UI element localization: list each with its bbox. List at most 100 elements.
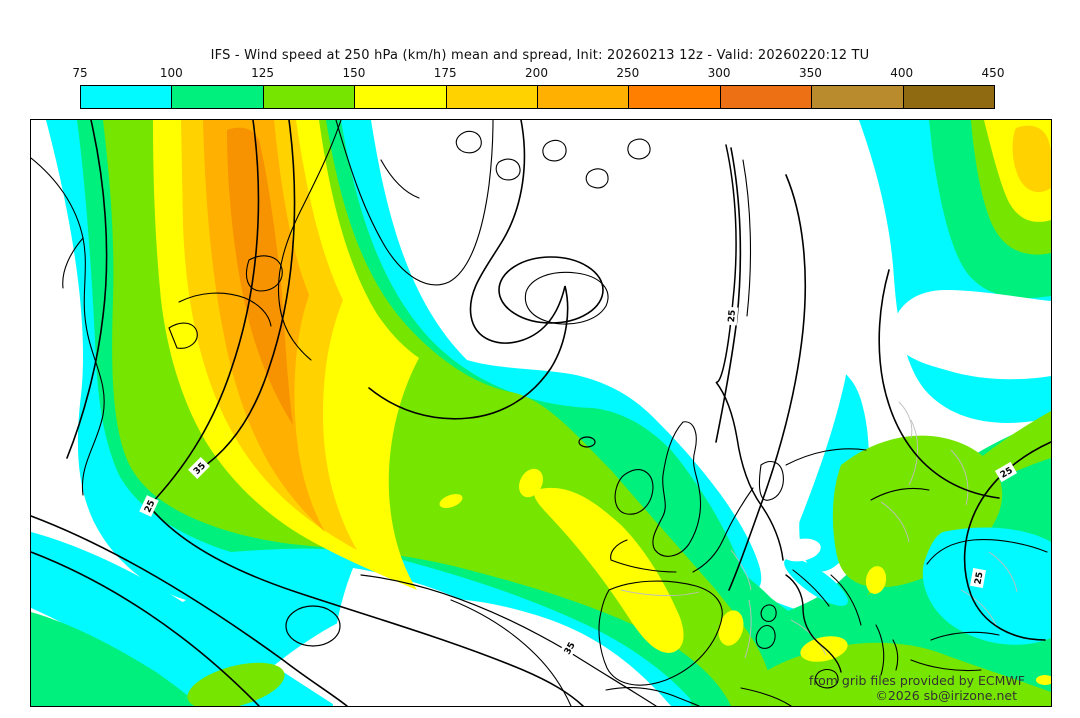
spread-contour	[31, 515, 348, 706]
svg-text:25: 25	[973, 571, 985, 585]
yellow-spot	[439, 494, 463, 508]
colorbar-segment	[903, 86, 995, 108]
region-corner-spring	[31, 612, 199, 706]
colorbar-tick: 350	[798, 66, 822, 80]
region-white-hole	[892, 290, 1051, 380]
colorbar-segment	[812, 86, 904, 108]
colorbar-segment	[172, 86, 264, 108]
contour-label: 25	[970, 568, 986, 588]
colorbar-tick: 175	[433, 66, 457, 80]
spread-contour	[878, 269, 1000, 499]
spread-contour	[198, 120, 296, 471]
svg-text:25: 25	[727, 309, 738, 322]
contour-label: 25	[723, 306, 739, 326]
credits: from grib files provided by ECMWF ©2026 …	[808, 673, 1025, 703]
coast-nova-scotia	[168, 322, 198, 349]
colorbar-segment	[720, 86, 813, 108]
credit-source: from grib files provided by ECMWF	[808, 673, 1025, 689]
coast-arctic-island	[627, 138, 651, 160]
region-blacksea-cyan	[922, 527, 1051, 645]
coast-ireland	[614, 469, 654, 515]
spread-contour	[360, 574, 657, 706]
coast-arctic-island	[455, 130, 482, 154]
colorbar-legend: 75 100 125 150 175 200 250 300 350 400 450	[72, 66, 1004, 110]
map-canvas: 35 25 35 25 25 25 from grib files provided by…	[30, 119, 1052, 707]
region-alps-white	[781, 538, 821, 562]
colorbar-segment	[263, 86, 356, 108]
coast-tunisia	[740, 687, 792, 706]
coast-adriatic	[792, 569, 830, 607]
spread-contour-ring	[578, 436, 596, 448]
coast-italy	[785, 574, 842, 673]
colorbar-tick: 250	[616, 66, 640, 80]
colorbar-segment	[629, 86, 721, 108]
credit-copyright: ©2026 sb@irizone.net	[875, 687, 1017, 703]
colorbar-tick: 75	[72, 66, 88, 80]
coast-arctic-island	[542, 139, 567, 162]
coast-arctic-island	[495, 158, 521, 181]
coast-africa-west	[450, 599, 572, 706]
spread-contour-ring-iceland	[498, 256, 604, 324]
spread-contour-ring	[285, 605, 341, 647]
coast-iberia	[598, 580, 723, 686]
coast-hudson-bay	[62, 237, 84, 289]
coast-gulf-st-lawrence	[178, 292, 272, 327]
coast-greenland	[335, 120, 494, 286]
colorbar-tick: 450	[981, 66, 1005, 80]
coast-sweden	[742, 159, 752, 317]
region-scandinavia-white	[718, 169, 854, 567]
contour-label: 25	[139, 495, 159, 517]
coast-blacksea	[926, 539, 1048, 565]
spread-contour	[368, 120, 569, 420]
region-corner-cyan	[31, 532, 336, 706]
spread-contours-layer	[31, 120, 1051, 706]
colorbar-segment	[81, 86, 173, 108]
spread-contour	[728, 174, 807, 591]
coast-great-britain	[652, 421, 702, 557]
region-corner-chartreuse-patch	[187, 662, 285, 706]
colorbar-segment	[446, 86, 539, 108]
spread-contour	[147, 120, 584, 706]
colorbar-scale	[80, 85, 995, 109]
coast-labrador	[277, 120, 342, 361]
coast-balkans	[830, 574, 862, 626]
wind-field-layer	[31, 120, 1051, 706]
colorbar-tick: 300	[707, 66, 731, 80]
coast-north-sea-continent	[692, 487, 754, 573]
svg-text:25: 25	[143, 499, 157, 515]
colorbar-tick: 200	[525, 66, 548, 80]
coast-iceland	[524, 271, 609, 325]
yellow-spot	[519, 468, 543, 498]
coast-corsica	[760, 604, 777, 622]
colorbar-ticks: 75 100 125 150 175 200 250 300 350 400 450	[72, 66, 1004, 82]
region-northeast-gold-spot	[1012, 125, 1051, 193]
coast-turkey	[910, 631, 1000, 672]
yellow-spot	[800, 636, 848, 662]
country-borders-layer	[620, 401, 1018, 659]
yellow-spot	[865, 566, 887, 594]
colorbar-tick: 400	[890, 66, 914, 80]
coast-baltic-gulf	[870, 487, 930, 501]
colorbar-segment	[538, 86, 630, 108]
colorbar-tick: 100	[159, 66, 183, 80]
coast-sardinia	[755, 625, 776, 649]
yellow-spot	[718, 610, 744, 646]
coast-north-america	[31, 157, 105, 496]
coast-newfoundland-island	[245, 255, 283, 292]
coast-brittany	[610, 539, 677, 573]
region-southeast-yellow-core	[534, 487, 684, 653]
yellow-spot	[1036, 675, 1051, 685]
region-adriatic-cyan	[784, 558, 848, 606]
region-east-chartreuse-band	[867, 411, 1051, 596]
coast-arctic-island	[585, 168, 609, 189]
coast-sicily	[814, 669, 839, 689]
region-jet-core-orange	[227, 127, 293, 425]
coast-baltic	[785, 448, 867, 466]
region-pocket-white	[331, 568, 671, 706]
coast-greece	[875, 624, 899, 676]
colorbar-tick: 150	[342, 66, 366, 80]
coast-greenland-fjords	[380, 159, 420, 199]
